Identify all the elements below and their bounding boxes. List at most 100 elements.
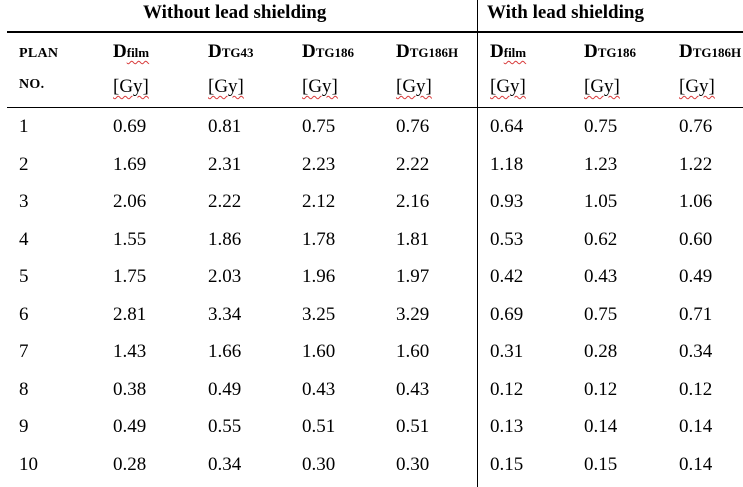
dose-value-cell: 1.60 xyxy=(396,341,430,362)
dose-value-cell: 0.30 xyxy=(396,453,430,475)
dose-value-cell: 0.34 xyxy=(679,341,713,362)
plan-number-cell: 1 xyxy=(19,116,29,137)
column-header-main: D xyxy=(302,41,316,62)
dose-value-cell: 1.86 xyxy=(208,228,242,250)
dose-value-cell: 0.64 xyxy=(490,116,524,137)
dose-value-cell: 0.51 xyxy=(302,416,336,437)
dose-value-cell: 1.18 xyxy=(490,153,524,175)
dose-value-cell: 0.60 xyxy=(679,228,713,250)
header-bottom-rule xyxy=(7,107,743,108)
column-header-symbol: DTG186H xyxy=(679,40,741,65)
column-header-symbol: DTG186 xyxy=(584,40,636,65)
plan-number-cell: 6 xyxy=(19,303,29,325)
dose-value-cell: 0.12 xyxy=(490,378,524,400)
dose-value-cell: 0.75 xyxy=(584,116,618,137)
dose-value-cell: 0.71 xyxy=(679,303,713,325)
header-top-rule xyxy=(7,31,743,33)
dose-value-cell: 0.28 xyxy=(113,453,147,475)
dose-value-cell: 0.43 xyxy=(302,378,336,400)
dose-value-cell: 0.53 xyxy=(490,228,524,250)
group-divider xyxy=(477,0,478,487)
column-header-subscript: TG186H xyxy=(409,45,459,60)
dose-value-cell: 2.22 xyxy=(208,191,242,212)
dose-value-cell: 2.12 xyxy=(302,191,336,212)
dose-value-cell: 1.97 xyxy=(396,266,430,287)
plan-number-cell: 7 xyxy=(19,341,29,362)
plan-number-cell: 5 xyxy=(19,266,29,287)
column-header-symbol: DTG186H xyxy=(396,40,458,65)
dose-value-cell: 1.23 xyxy=(584,153,618,175)
dose-value-cell: 0.14 xyxy=(679,416,713,437)
dose-value-cell: 1.78 xyxy=(302,228,336,250)
column-header-symbol: Dfilm xyxy=(490,40,526,65)
dose-value-cell: 0.75 xyxy=(584,303,618,325)
dose-value-cell: 2.16 xyxy=(396,191,430,212)
column-header-unit: [Gy] xyxy=(113,76,149,97)
column-header-subscript: film xyxy=(126,45,150,60)
dose-value-cell: 0.76 xyxy=(679,116,713,137)
dose-value-cell: 3.29 xyxy=(396,303,430,325)
column-header-unit: [Gy] xyxy=(302,76,338,97)
dose-value-cell: 1.69 xyxy=(113,153,147,175)
column-header-unit: [Gy] xyxy=(396,76,432,97)
dose-value-cell: 1.55 xyxy=(113,228,147,250)
dose-value-cell: 0.13 xyxy=(490,416,524,437)
dose-value-cell: 0.15 xyxy=(490,453,524,475)
dose-value-cell: 0.51 xyxy=(396,416,430,437)
plan-number-cell: 8 xyxy=(19,378,29,400)
dose-value-cell: 3.34 xyxy=(208,303,242,325)
dose-value-cell: 2.81 xyxy=(113,303,147,325)
dose-value-cell: 0.12 xyxy=(584,378,618,400)
dose-value-cell: 2.06 xyxy=(113,191,147,212)
plan-number-cell: 9 xyxy=(19,416,29,437)
plan-number-cell: 4 xyxy=(19,228,29,250)
dose-value-cell: 1.81 xyxy=(396,228,430,250)
column-header-subscript: film xyxy=(503,45,527,60)
plan-number-cell: 3 xyxy=(19,191,29,212)
plan-number-cell: 10 xyxy=(19,453,38,475)
dose-value-cell: 0.14 xyxy=(584,416,618,437)
column-header-main: D xyxy=(584,41,598,62)
dose-value-cell: 1.75 xyxy=(113,266,147,287)
dose-value-cell: 0.49 xyxy=(208,378,242,400)
dose-value-cell: 2.03 xyxy=(208,266,242,287)
dose-value-cell: 0.31 xyxy=(490,341,524,362)
dose-value-cell: 1.22 xyxy=(679,153,713,175)
column-header-main: D xyxy=(113,41,127,62)
column-header-unit: [Gy] xyxy=(490,76,526,97)
column-header-subscript: TG186 xyxy=(597,45,637,60)
dose-value-cell: 2.22 xyxy=(396,153,430,175)
column-header-subscript: TG186H xyxy=(692,45,742,60)
dose-value-cell: 0.43 xyxy=(396,378,430,400)
dose-value-cell: 1.43 xyxy=(113,341,147,362)
column-header-symbol: DTG43 xyxy=(208,40,254,65)
dose-value-cell: 3.25 xyxy=(302,303,336,325)
dose-value-cell: 0.42 xyxy=(490,266,524,287)
column-header-main: D xyxy=(490,41,504,62)
column-header-subscript: TG43 xyxy=(221,45,254,60)
dose-value-cell: 0.43 xyxy=(584,266,618,287)
dose-value-cell: 0.30 xyxy=(302,453,336,475)
dose-value-cell: 1.60 xyxy=(302,341,336,362)
column-header-unit: [Gy] xyxy=(208,76,244,97)
column-header-unit: [Gy] xyxy=(584,76,620,97)
dose-value-cell: 0.55 xyxy=(208,416,242,437)
dose-value-cell: 1.96 xyxy=(302,266,336,287)
plan-header-line2: NO. xyxy=(19,77,45,92)
column-header-main: D xyxy=(396,41,410,62)
dose-value-cell: 1.06 xyxy=(679,191,713,212)
dose-value-cell: 2.31 xyxy=(208,153,242,175)
dose-value-cell: 1.66 xyxy=(208,341,242,362)
dose-value-cell: 0.14 xyxy=(679,453,713,475)
dose-value-cell: 0.69 xyxy=(113,116,147,137)
dose-value-cell: 0.75 xyxy=(302,116,336,137)
column-header-symbol: Dfilm xyxy=(113,40,149,65)
column-header-symbol: DTG186 xyxy=(302,40,354,65)
dose-value-cell: 0.62 xyxy=(584,228,618,250)
column-header-main: D xyxy=(208,41,222,62)
dose-value-cell: 0.49 xyxy=(679,266,713,287)
group-title-without-shielding: Without lead shielding xyxy=(143,2,327,23)
plan-header-line1: PLAN xyxy=(19,46,59,61)
plan-number-cell: 2 xyxy=(19,153,29,175)
